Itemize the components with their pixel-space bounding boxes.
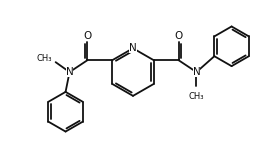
Text: N: N: [129, 43, 137, 53]
Text: O: O: [83, 31, 92, 41]
Text: N: N: [193, 67, 200, 77]
Text: CH₃: CH₃: [36, 54, 52, 63]
Text: O: O: [174, 31, 183, 41]
Text: N: N: [66, 67, 73, 77]
Text: CH₃: CH₃: [189, 92, 204, 101]
